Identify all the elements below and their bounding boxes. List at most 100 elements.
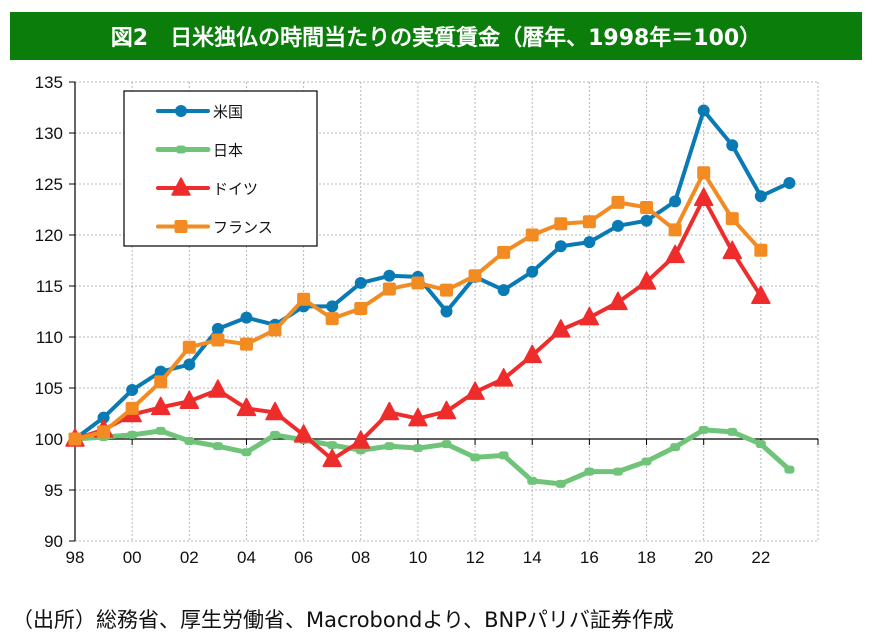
data-point-japan (384, 442, 395, 451)
data-point-us (783, 176, 796, 189)
x-tick-label: 14 (523, 548, 542, 567)
data-point-us (211, 322, 224, 335)
data-point-us (97, 411, 110, 424)
legend-label: ドイツ (213, 180, 258, 198)
x-tick-label: 20 (694, 548, 713, 567)
y-tick-label: 105 (35, 379, 63, 398)
x-tick-label: 00 (123, 548, 142, 567)
data-point-us (583, 236, 596, 249)
data-point-japan (184, 437, 195, 446)
data-point-germany (665, 244, 685, 264)
data-point-france (382, 282, 396, 296)
legend-box (123, 90, 318, 247)
data-point-germany (408, 407, 428, 427)
data-point-japan (641, 457, 652, 466)
data-point-germany (265, 401, 285, 421)
data-point-japan (498, 451, 509, 460)
data-point-germany (636, 271, 657, 290)
data-point-germany (551, 319, 571, 338)
data-point-germany (522, 344, 542, 364)
x-tick-label: 08 (351, 548, 370, 567)
data-point-us (183, 358, 196, 371)
x-tick-label: 02 (180, 548, 199, 567)
data-point-france (582, 215, 596, 229)
data-point-us (754, 190, 767, 203)
y-tick-label: 90 (44, 532, 63, 551)
data-point-france (411, 276, 425, 290)
data-point-japan (555, 479, 566, 488)
data-point-france (68, 432, 82, 446)
data-point-japan (670, 443, 681, 452)
data-point-us (383, 269, 396, 282)
data-point-us (726, 139, 739, 152)
y-tick-label: 95 (44, 481, 63, 500)
data-point-us (326, 300, 339, 313)
chart-title: 図2 日米独仏の時間当たりの実質賃金（暦年、1998年＝100） (10, 12, 862, 60)
data-point-japan (584, 467, 595, 476)
data-point-germany (693, 187, 714, 207)
x-tick-label: 22 (751, 548, 770, 567)
data-point-france (468, 269, 482, 283)
line-chart: 90 95 100 105 110 115 120 125 130 135 98 00 02 04 06 0… (35, 73, 819, 567)
data-point-us (354, 276, 367, 289)
legend-marker (171, 177, 191, 196)
data-point-japan (698, 425, 709, 434)
data-point-france (640, 200, 654, 214)
y-tick-label: 115 (36, 277, 63, 296)
data-point-japan (412, 444, 423, 453)
data-point-germany (436, 400, 457, 420)
data-point-france (354, 301, 368, 315)
data-point-us (154, 365, 167, 378)
data-point-japan (441, 440, 452, 449)
y-tick-label: 120 (35, 226, 63, 245)
data-point-france (154, 375, 168, 389)
data-point-japan (270, 430, 281, 439)
data-point-france (239, 337, 253, 351)
data-point-france (668, 223, 682, 237)
x-tick-label: 18 (637, 548, 656, 567)
series-france (68, 166, 768, 446)
data-point-france (725, 212, 739, 226)
data-point-us (697, 104, 710, 117)
data-point-japan (327, 441, 338, 450)
y-axis-ticks: 90 95 100 105 110 115 120 125 130 135 (35, 73, 63, 551)
data-point-japan (127, 430, 138, 439)
y-tick-label: 110 (36, 328, 63, 347)
legend-label: 米国 (213, 103, 243, 121)
data-point-germany (293, 424, 314, 443)
y-tick-label: 100 (35, 430, 63, 449)
data-point-france (754, 243, 768, 257)
data-point-japan (755, 440, 766, 449)
x-tick-label: 12 (466, 548, 485, 567)
data-point-germany (236, 397, 257, 417)
data-point-japan (241, 448, 252, 457)
data-point-germany (493, 368, 514, 387)
y-tick-label: 135 (35, 73, 63, 92)
data-point-germany (608, 291, 628, 311)
data-point-germany (751, 285, 771, 304)
legend-item-japan: 日本 (155, 142, 243, 160)
legend-item-france: フランス (156, 219, 273, 237)
data-point-japan (470, 453, 481, 462)
data-point-france (525, 228, 539, 242)
data-point-france (211, 333, 225, 347)
data-point-germany (150, 396, 171, 416)
legend-item-germany: ドイツ (156, 177, 258, 198)
series-japan (70, 425, 795, 488)
data-point-us (440, 305, 453, 318)
source-note: （出所）総務省、厚生労働省、Macrobondより、BNPパリバ証券作成 (12, 608, 674, 632)
data-point-france (125, 401, 139, 415)
data-point-france (497, 245, 511, 259)
data-point-germany (351, 430, 371, 449)
data-point-germany (579, 306, 600, 326)
data-point-germany (722, 240, 743, 260)
data-point-japan (212, 442, 223, 451)
legend-marker (175, 105, 187, 117)
data-point-japan (612, 467, 623, 476)
x-tick-label: 06 (294, 548, 313, 567)
y-tick-label: 125 (35, 175, 63, 194)
data-point-germany (179, 390, 200, 410)
data-point-france (611, 195, 625, 209)
data-point-japan (527, 476, 538, 485)
